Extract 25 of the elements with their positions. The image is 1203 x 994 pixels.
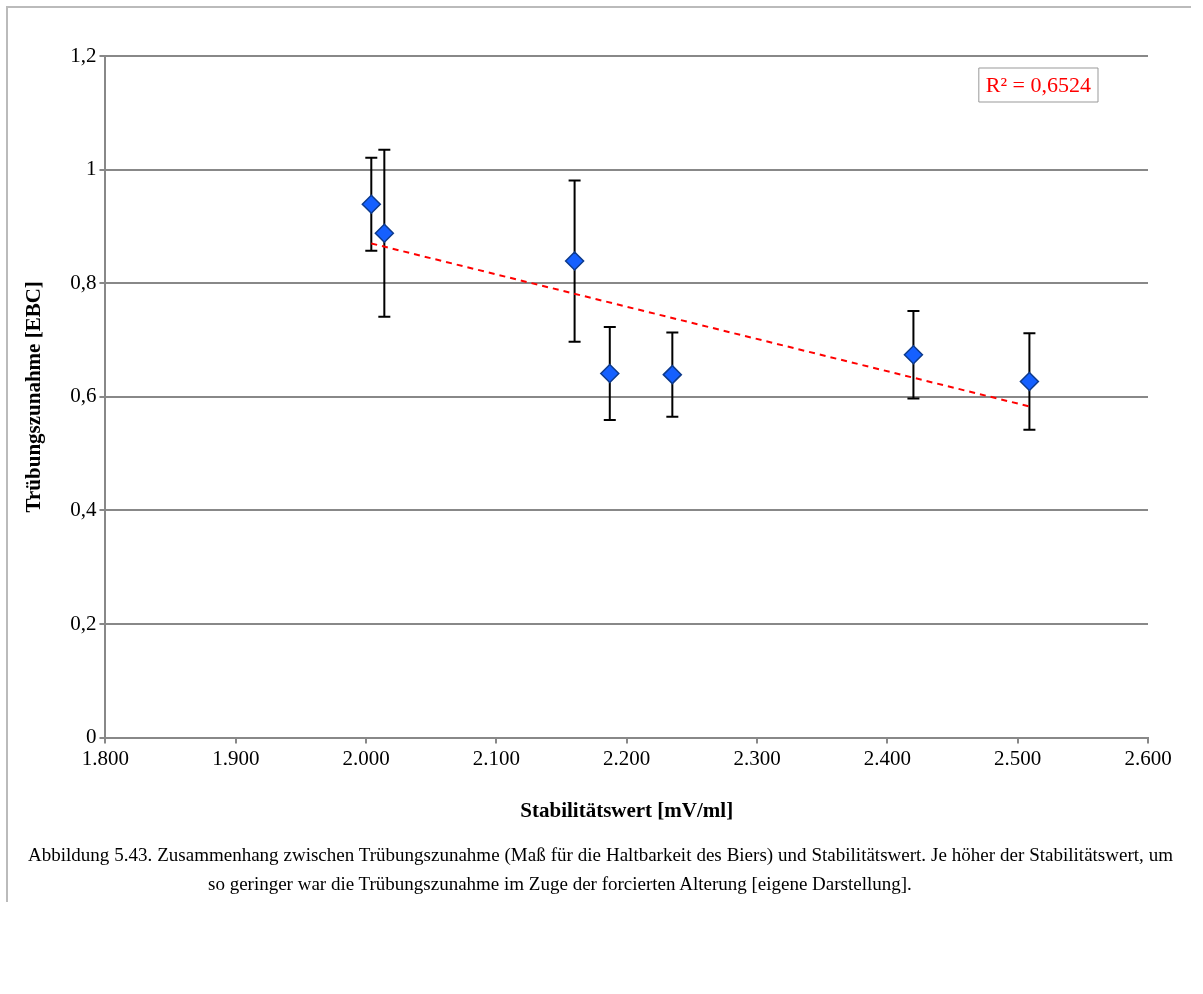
x-tick-label: 2.500 [994,745,1042,770]
x-axis-title: Stabilitätswert [mV/ml] [520,797,734,822]
point [903,345,924,365]
point [1019,371,1040,392]
x-tick-label: 2.400 [863,745,911,770]
y-tick-label: 1 [85,156,97,181]
x-tick-label: 2.600 [1124,745,1172,770]
y-axis-title: Trübungszunahme [EBC] [21,281,46,513]
text: Abbildung 5.43. Zusammenhang zwischen Trübungszunahme (Maß für die Haltbarkeit des Biers) und Stabilitätswert. Je höher der Stabilitätswert, um so geringer war die Trübungszunahme im Zuge der forcierten Alterung [eigene Darstellung]. [27,843,1174,896]
point [374,223,395,243]
y-tick-label: 0,8 [70,269,97,294]
x-tick-label: 2.200 [603,745,651,770]
x-tick-label: 2.300 [733,745,781,770]
y-tick-label: 0,4 [70,496,97,521]
x-tick-label: 1.900 [212,745,260,770]
point [361,194,382,214]
point [600,363,620,384]
y-tick-label: 0,6 [70,383,97,408]
annotation: R² = 0,6524 [985,71,1092,97]
x-tick-label: 2.000 [342,745,390,770]
point [662,364,683,385]
y-tick-label: 0,2 [70,610,97,635]
point [564,251,585,271]
y-tick-label: 1,2 [70,42,97,67]
x-tick-label: 2.100 [472,745,521,770]
